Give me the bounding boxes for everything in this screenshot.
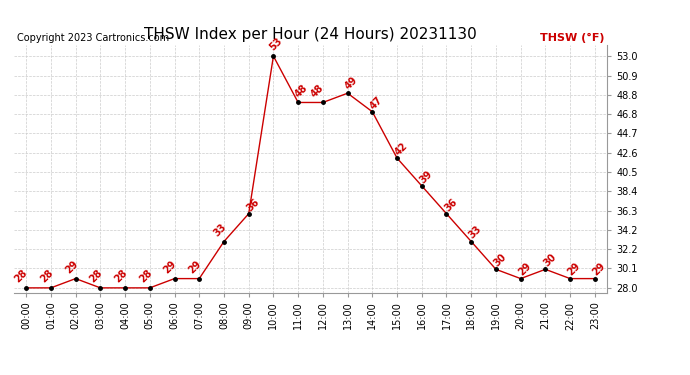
Text: 47: 47	[368, 94, 385, 111]
Text: 48: 48	[293, 82, 309, 99]
Text: 33: 33	[467, 224, 484, 241]
Text: 48: 48	[309, 82, 326, 99]
Text: 28: 28	[12, 268, 29, 284]
Text: 28: 28	[112, 268, 129, 284]
Text: THSW (°F): THSW (°F)	[540, 33, 604, 42]
Text: 36: 36	[244, 196, 261, 213]
Text: 29: 29	[517, 261, 533, 278]
Text: 28: 28	[88, 268, 104, 284]
Text: 39: 39	[417, 168, 434, 185]
Text: 49: 49	[344, 74, 360, 91]
Text: 42: 42	[393, 141, 409, 157]
Text: 30: 30	[492, 252, 509, 268]
Text: 28: 28	[137, 268, 154, 284]
Text: 29: 29	[187, 258, 204, 275]
Text: 33: 33	[212, 221, 228, 238]
Text: 29: 29	[63, 258, 80, 275]
Text: Copyright 2023 Cartronics.com: Copyright 2023 Cartronics.com	[17, 33, 169, 42]
Text: 28: 28	[39, 268, 55, 284]
Text: 29: 29	[162, 258, 179, 275]
Text: 29: 29	[566, 261, 582, 278]
Text: 29: 29	[591, 261, 607, 278]
Text: 53: 53	[268, 36, 284, 52]
Text: 30: 30	[541, 252, 558, 268]
Text: 36: 36	[442, 196, 459, 213]
Title: THSW Index per Hour (24 Hours) 20231130: THSW Index per Hour (24 Hours) 20231130	[144, 27, 477, 42]
